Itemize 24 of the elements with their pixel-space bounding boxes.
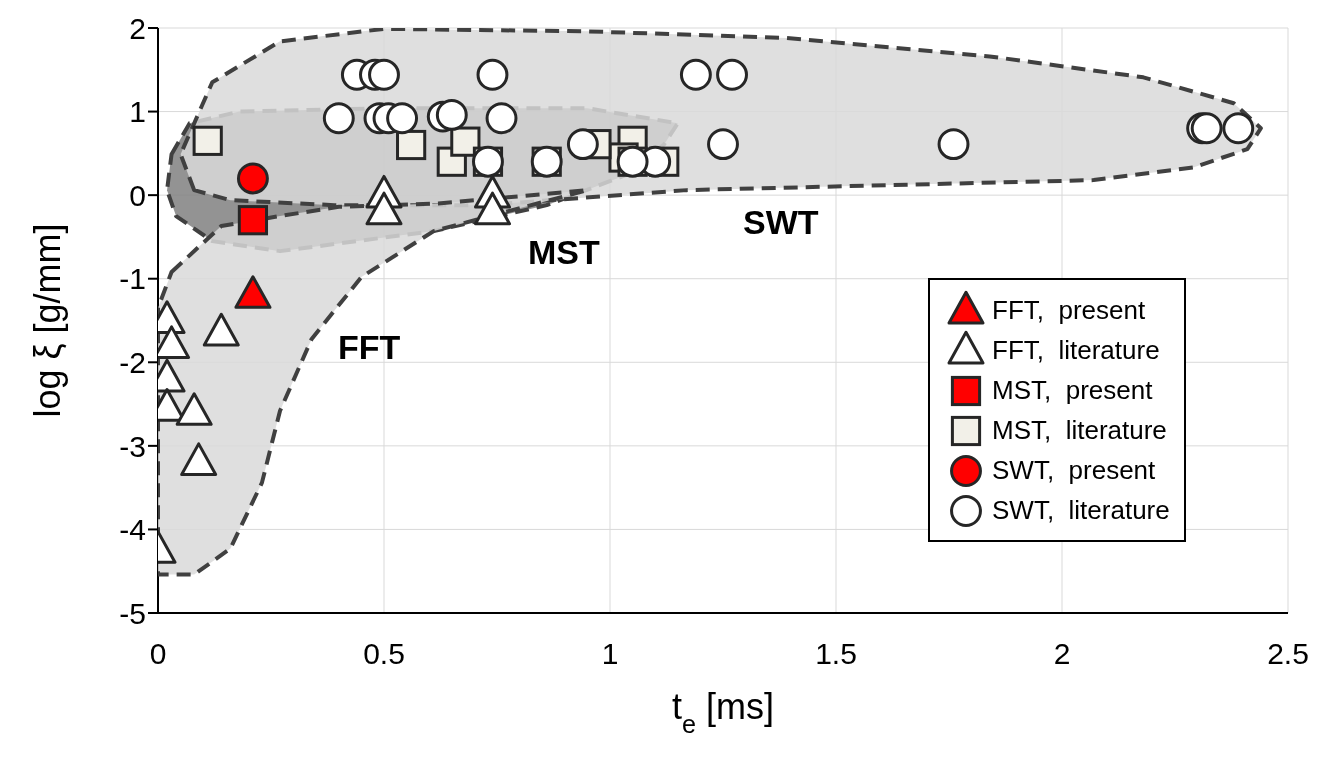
y-tick-label: -3 <box>119 429 146 463</box>
x-tick-label: 1.5 <box>815 637 857 671</box>
annotation: FFT <box>338 328 401 367</box>
y-tick-label: 2 <box>129 11 146 45</box>
x-tick-label: 2.5 <box>1267 637 1309 671</box>
legend-label: MST, present <box>992 374 1153 406</box>
legend-label: MST, literature <box>992 414 1167 446</box>
legend-label: SWT, present <box>992 454 1156 486</box>
legend-label: SWT, literature <box>992 494 1170 526</box>
y-tick-label: 1 <box>129 95 146 129</box>
y-tick-label: -1 <box>119 262 146 296</box>
x-axis-title: t$_{e}$ [ms] <box>671 686 775 738</box>
y-tick-label: -2 <box>119 345 146 379</box>
y-tick-label: 0 <box>129 178 146 212</box>
x-tick-label: 2 <box>1053 637 1071 671</box>
legend-label: FFT, present <box>992 294 1146 326</box>
y-tick-label: -4 <box>119 513 146 547</box>
legend-label: FFT, literature <box>992 334 1160 366</box>
y-tick-label: -5 <box>119 596 146 630</box>
annotation: SWT <box>743 203 819 242</box>
annotation: MST <box>528 233 600 272</box>
x-tick-label: 0.5 <box>363 637 405 671</box>
x-tick-label: 1 <box>601 637 619 671</box>
y-axis-title: log ξ [g/mm] <box>27 223 68 418</box>
